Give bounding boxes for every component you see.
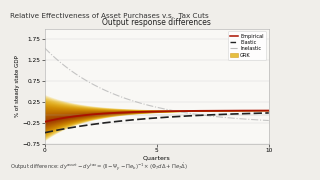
Text: Output difference: $dy^{asset} - dy^{tax} = (\mathbf{I} - \Psi_y - \Pi e_b)^{-1}: Output difference: $dy^{asset} - dy^{tax… bbox=[10, 161, 188, 173]
X-axis label: Quarters: Quarters bbox=[143, 156, 171, 161]
Title: Output response differences: Output response differences bbox=[102, 18, 211, 27]
Text: Relative Effectiveness of Asset Purchases v.s.  Tax Cuts: Relative Effectiveness of Asset Purchase… bbox=[10, 13, 208, 19]
Y-axis label: % of steady state GDP: % of steady state GDP bbox=[15, 55, 20, 117]
Legend: Empirical, Elastic, Inelastic, GRK: Empirical, Elastic, Inelastic, GRK bbox=[228, 31, 266, 60]
